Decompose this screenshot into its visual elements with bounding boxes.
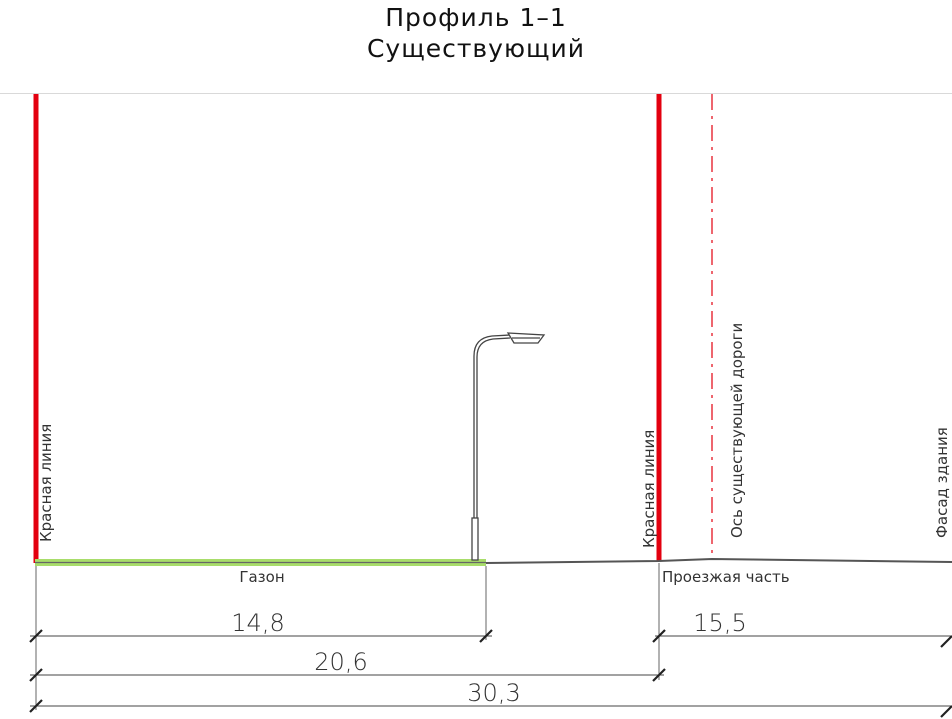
extension-lines xyxy=(35,563,660,710)
red-line-left-label: Красная линия xyxy=(37,424,55,542)
dimension-lawn-width: 14,8 xyxy=(231,609,284,637)
red-line-right-label: Красная линия xyxy=(640,430,658,548)
title-line-2: Существующий xyxy=(366,34,586,63)
sheet-divider xyxy=(0,93,952,94)
dimension-lines xyxy=(30,635,952,707)
lawn-label: Газон xyxy=(239,568,284,586)
street-lamp-icon xyxy=(471,332,546,561)
road-axis-label: Ось существующей дороги xyxy=(728,323,746,538)
drawing-title: Профиль 1–1 Существующий xyxy=(0,0,952,64)
dimension-carriageway-width: 15,5 xyxy=(693,609,746,637)
title-line-1: Профиль 1–1 xyxy=(385,3,567,32)
ground-profile-line xyxy=(485,557,952,564)
dimension-total: 30,3 xyxy=(467,679,520,707)
facade-label: Фасад здания xyxy=(933,427,951,538)
dimension-ticks xyxy=(29,629,952,718)
carriageway-label: Проезжая часть xyxy=(662,568,790,586)
dimension-to-red-line: 20,6 xyxy=(314,648,367,676)
